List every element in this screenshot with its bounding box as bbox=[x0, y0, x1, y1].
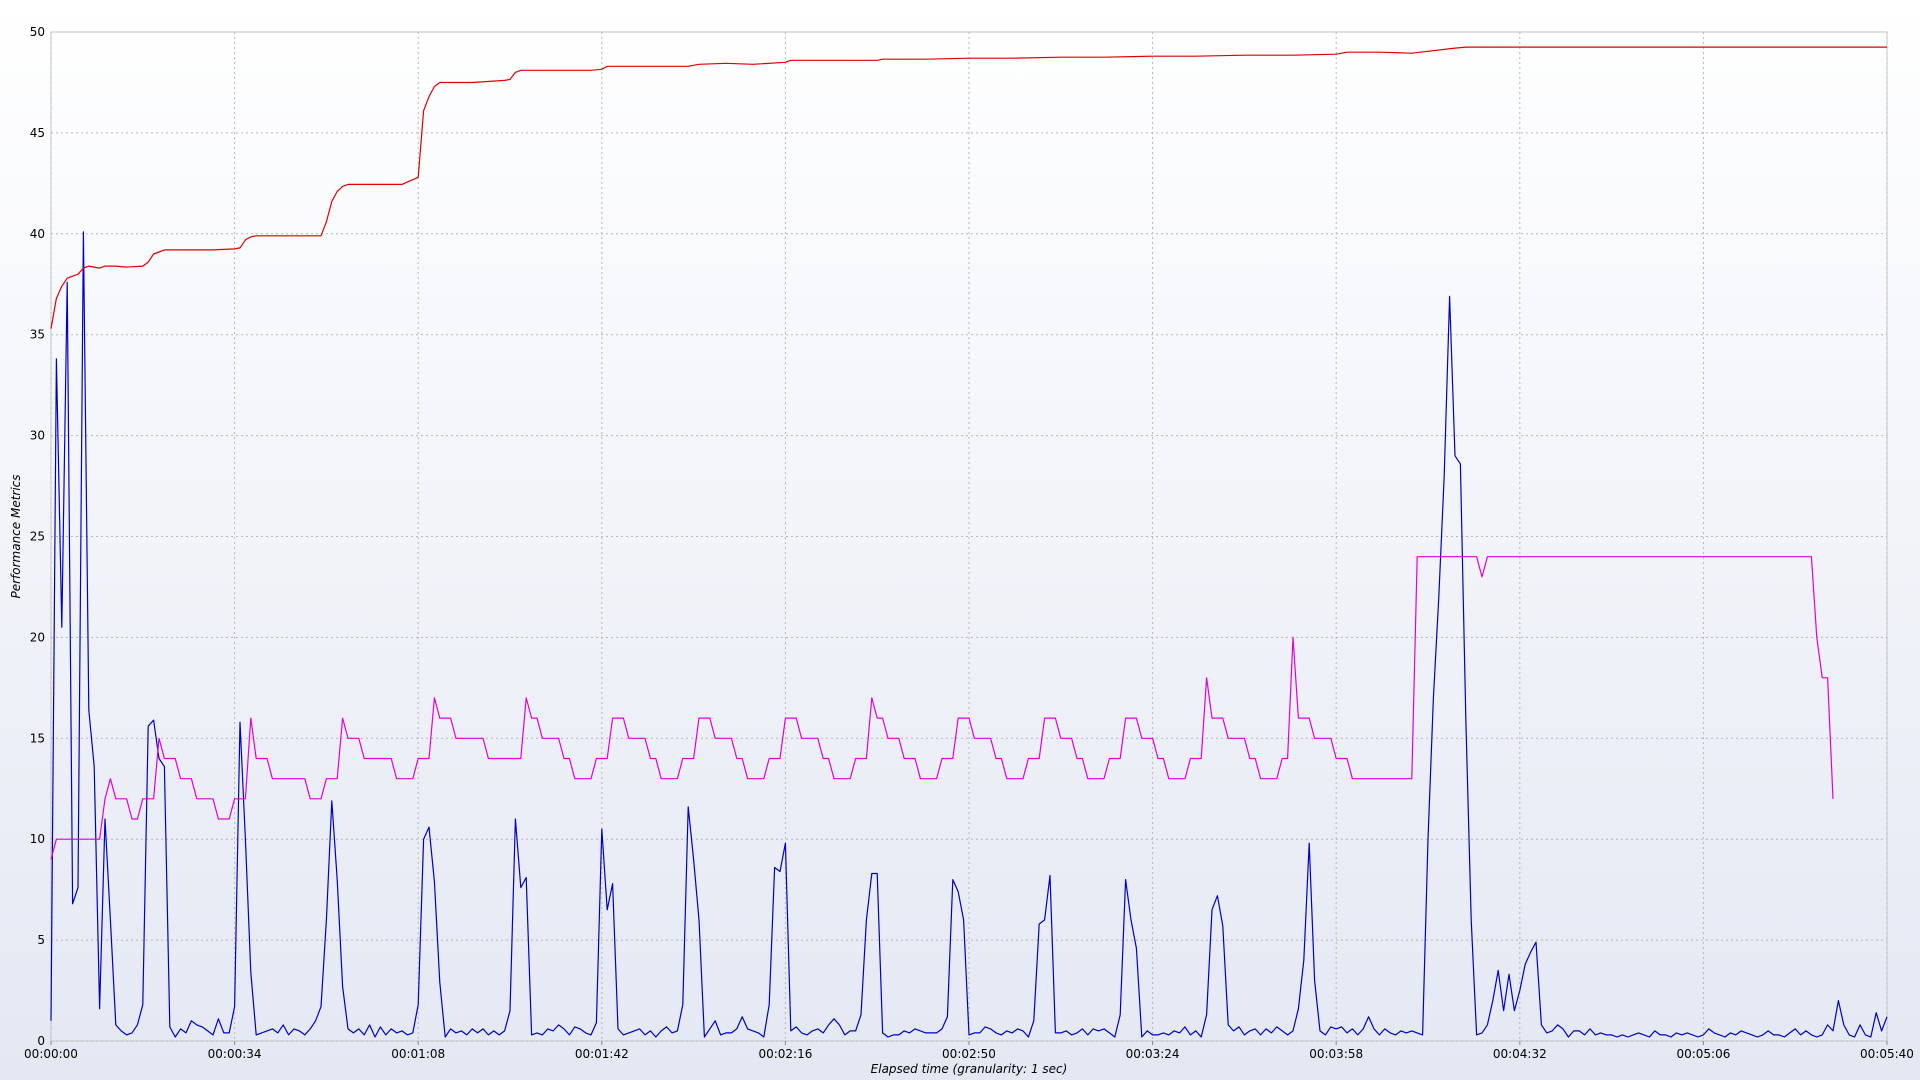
y-tick-label: 40 bbox=[30, 227, 45, 241]
x-tick-label: 00:00:00 bbox=[24, 1047, 78, 1061]
y-tick-label: 35 bbox=[30, 328, 45, 342]
x-tick-label: 00:04:32 bbox=[1493, 1047, 1547, 1061]
series-line-localhost-memory bbox=[50, 46, 1887, 329]
x-tick-label: 00:02:50 bbox=[942, 1047, 996, 1061]
series-lines bbox=[50, 46, 1888, 1038]
series-line-localhost-tcp bbox=[50, 556, 1834, 860]
axes: 0 5 10 15 20 25 30 35 40 45 50 00:00:00 00:00:34 00:0… bbox=[24, 25, 1914, 1061]
y-tick-label: 0 bbox=[37, 1034, 45, 1048]
x-tick-label: 00:01:08 bbox=[391, 1047, 445, 1061]
y-tick-label: 15 bbox=[30, 731, 45, 745]
y-tick-label: 20 bbox=[30, 630, 45, 644]
y-tick-label: 10 bbox=[30, 832, 45, 846]
grid bbox=[50, 31, 1888, 1042]
x-tick-label: 00:03:24 bbox=[1126, 1047, 1180, 1061]
y-tick-label: 50 bbox=[30, 25, 45, 39]
y-tick-label: 25 bbox=[30, 530, 45, 544]
x-tick-label: 00:05:40 bbox=[1860, 1047, 1914, 1061]
y-axis-title: Performance Metrics bbox=[9, 474, 23, 598]
y-tick-label: 45 bbox=[30, 126, 45, 140]
y-tick-label: 5 bbox=[37, 933, 45, 947]
x-tick-label: 00:01:42 bbox=[575, 1047, 629, 1061]
x-axis-title: Elapsed time (granularity: 1 sec) bbox=[871, 1062, 1068, 1076]
x-tick-label: 00:03:58 bbox=[1309, 1047, 1363, 1061]
x-tick-label: 00:02:16 bbox=[758, 1047, 812, 1061]
y-tick-label: 30 bbox=[30, 429, 45, 443]
x-tick-label: 00:05:06 bbox=[1676, 1047, 1730, 1061]
series-line-localhost-cpu bbox=[50, 231, 1888, 1038]
x-tick-label: 00:00:34 bbox=[208, 1047, 262, 1061]
